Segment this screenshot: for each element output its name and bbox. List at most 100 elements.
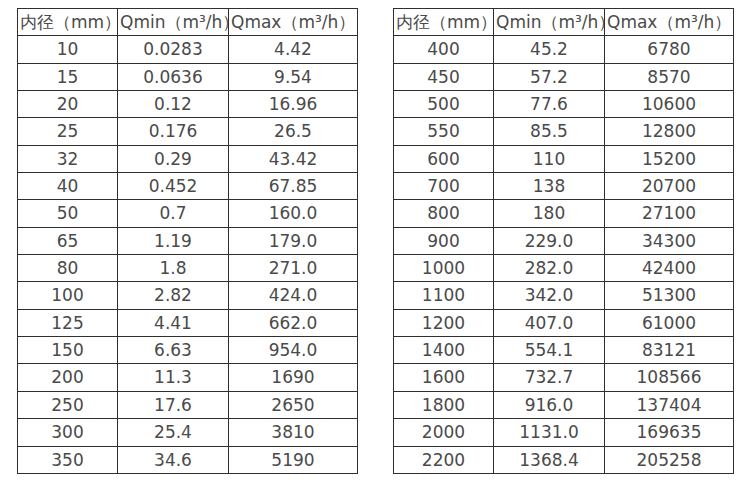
cell-qmax: 16.96 xyxy=(229,91,358,118)
cell-qmax: 6780 xyxy=(605,36,734,63)
cell-diameter: 250 xyxy=(18,391,118,418)
flow-table-right: 内径（mm） Qmin（m³/h） Qmax（m³/h） 40045.26780… xyxy=(393,8,734,474)
cell-qmin: 916.0 xyxy=(494,391,605,418)
cell-qmax: 1690 xyxy=(229,364,358,391)
cell-qmin: 6.63 xyxy=(118,337,229,364)
table-row: 500.7160.0 xyxy=(18,200,358,227)
cell-qmin: 34.6 xyxy=(118,446,229,473)
cell-qmin: 1.19 xyxy=(118,227,229,254)
cell-diameter: 150 xyxy=(18,337,118,364)
table-row: 150.06369.54 xyxy=(18,63,358,90)
table-body: 100.02834.42150.06369.54200.1216.96250.1… xyxy=(18,36,358,474)
cell-qmin: 1368.4 xyxy=(494,446,605,473)
flow-table-left: 内径（mm） Qmin（m³/h） Qmax（m³/h） 100.0283 4.4… xyxy=(17,8,358,474)
cell-qmax: 67.85 xyxy=(229,173,358,200)
cell-qmin: 229.0 xyxy=(494,227,605,254)
table-row: 70013820700 xyxy=(394,173,734,200)
cell-qmax: 954.0 xyxy=(229,337,358,364)
cell-qmin: 0.176 xyxy=(118,118,229,145)
cell-qmax: 26.5 xyxy=(229,118,358,145)
table-row: 40045.26780 xyxy=(394,36,734,63)
table-row: 30025.43810 xyxy=(18,419,358,446)
cell-diameter: 32 xyxy=(18,145,118,172)
cell-qmax: 34300 xyxy=(605,227,734,254)
cell-qmin: 0.452 xyxy=(118,173,229,200)
table-body: 40045.2678045057.2857050077.61060055085.… xyxy=(394,36,734,474)
header-qmin: Qmin（m³/h） xyxy=(494,9,605,36)
table-row: 1254.41662.0 xyxy=(18,309,358,336)
cell-qmin: 0.12 xyxy=(118,91,229,118)
header-qmax: Qmax（m³/h） xyxy=(605,9,734,36)
cell-qmin: 1.8 xyxy=(118,255,229,282)
cell-qmax: 424.0 xyxy=(229,282,358,309)
cell-qmin: 0.0283 xyxy=(118,36,229,63)
cell-qmax: 61000 xyxy=(605,309,734,336)
cell-diameter: 15 xyxy=(18,63,118,90)
table-row: 25017.62650 xyxy=(18,391,358,418)
cell-diameter: 450 xyxy=(394,63,494,90)
table-row: 45057.28570 xyxy=(394,63,734,90)
cell-qmin: 4.41 xyxy=(118,309,229,336)
flow-tables-container: 内径（mm） Qmin（m³/h） Qmax（m³/h） 100.0283 4.4… xyxy=(0,0,750,474)
cell-diameter: 1100 xyxy=(394,282,494,309)
table-row: 320.2943.42 xyxy=(18,145,358,172)
cell-diameter: 900 xyxy=(394,227,494,254)
table-header-row: 内径（mm） Qmin（m³/h） Qmax（m³/h） xyxy=(18,9,358,36)
header-qmin: Qmin（m³/h） xyxy=(118,9,229,36)
header-diameter: 内径（mm） xyxy=(18,9,118,36)
cell-qmax: 42400 xyxy=(605,255,734,282)
cell-diameter: 65 xyxy=(18,227,118,254)
cell-diameter: 20 xyxy=(18,91,118,118)
cell-qmin: 282.0 xyxy=(494,255,605,282)
cell-diameter: 300 xyxy=(18,419,118,446)
table-row: 1800916.0137404 xyxy=(394,391,734,418)
table-row: 35034.65190 xyxy=(18,446,358,473)
table-row: 1400554.183121 xyxy=(394,337,734,364)
cell-qmax: 662.0 xyxy=(229,309,358,336)
cell-qmax: 15200 xyxy=(605,145,734,172)
cell-diameter: 200 xyxy=(18,364,118,391)
cell-diameter: 10 xyxy=(18,36,118,63)
cell-qmax: 2650 xyxy=(229,391,358,418)
cell-diameter: 25 xyxy=(18,118,118,145)
cell-qmax: 27100 xyxy=(605,200,734,227)
table-row: 60011015200 xyxy=(394,145,734,172)
cell-qmin: 110 xyxy=(494,145,605,172)
cell-qmax: 83121 xyxy=(605,337,734,364)
cell-qmax: 160.0 xyxy=(229,200,358,227)
cell-qmax: 8570 xyxy=(605,63,734,90)
table-row: 20011.31690 xyxy=(18,364,358,391)
cell-qmin: 1131.0 xyxy=(494,419,605,446)
cell-diameter: 40 xyxy=(18,173,118,200)
cell-diameter: 600 xyxy=(394,145,494,172)
cell-qmax: 20700 xyxy=(605,173,734,200)
cell-qmin: 85.5 xyxy=(494,118,605,145)
table-row: 1000282.042400 xyxy=(394,255,734,282)
header-diameter: 内径（mm） xyxy=(394,9,494,36)
cell-diameter: 2000 xyxy=(394,419,494,446)
table-row: 200.1216.96 xyxy=(18,91,358,118)
table-row: 1506.63954.0 xyxy=(18,337,358,364)
cell-qmax: 137404 xyxy=(605,391,734,418)
cell-qmax: 5190 xyxy=(229,446,358,473)
table-header-row: 内径（mm） Qmin（m³/h） Qmax（m³/h） xyxy=(394,9,734,36)
cell-diameter: 500 xyxy=(394,91,494,118)
cell-qmin: 180 xyxy=(494,200,605,227)
cell-diameter: 50 xyxy=(18,200,118,227)
cell-qmin: 407.0 xyxy=(494,309,605,336)
cell-qmin: 45.2 xyxy=(494,36,605,63)
cell-diameter: 1000 xyxy=(394,255,494,282)
table-row: 1002.82424.0 xyxy=(18,282,358,309)
cell-diameter: 1200 xyxy=(394,309,494,336)
cell-qmin: 11.3 xyxy=(118,364,229,391)
cell-qmax: 179.0 xyxy=(229,227,358,254)
cell-qmax: 108566 xyxy=(605,364,734,391)
table-row: 900229.034300 xyxy=(394,227,734,254)
table-row: 651.19179.0 xyxy=(18,227,358,254)
cell-qmax: 10600 xyxy=(605,91,734,118)
header-qmax: Qmax（m³/h） xyxy=(229,9,358,36)
cell-qmin: 2.82 xyxy=(118,282,229,309)
cell-qmax: 169635 xyxy=(605,419,734,446)
table-row: 22001368.4205258 xyxy=(394,446,734,473)
cell-diameter: 350 xyxy=(18,446,118,473)
